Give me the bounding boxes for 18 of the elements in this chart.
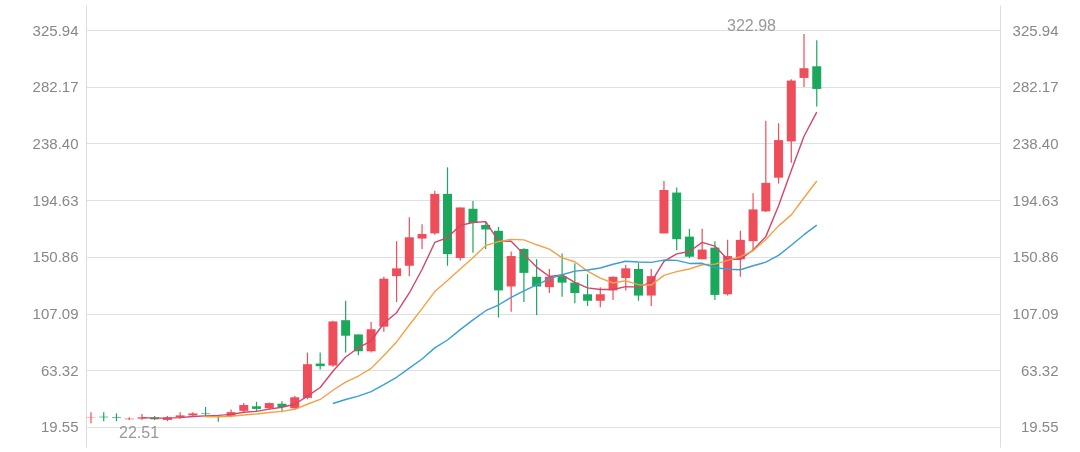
y-tick-label: 63.32 <box>40 361 79 379</box>
y-tick-label: 282.17 <box>32 78 79 96</box>
annotation: 322.98 <box>727 16 777 34</box>
y2-tick-label: 107.09 <box>1012 305 1059 323</box>
y-tick-label: 107.09 <box>32 305 79 323</box>
y2-tick-label: 282.17 <box>1012 78 1059 96</box>
y-tick-label: 194.63 <box>32 191 79 209</box>
y-tick-label: 19.55 <box>40 418 79 436</box>
y-tick-label: 238.40 <box>32 134 79 152</box>
annotation: 22.51 <box>119 424 160 442</box>
y2-tick-label: 325.94 <box>1012 21 1059 39</box>
y2-tick-label: 19.55 <box>1020 418 1059 436</box>
y-tick-label: 325.94 <box>32 21 79 39</box>
y2-tick-label: 150.86 <box>1012 248 1059 266</box>
y2-tick-label: 238.40 <box>1012 134 1059 152</box>
y-tick-label: 150.86 <box>32 248 79 266</box>
y2-tick-label: 63.32 <box>1020 361 1059 379</box>
y2-tick-label: 194.63 <box>1012 191 1059 209</box>
